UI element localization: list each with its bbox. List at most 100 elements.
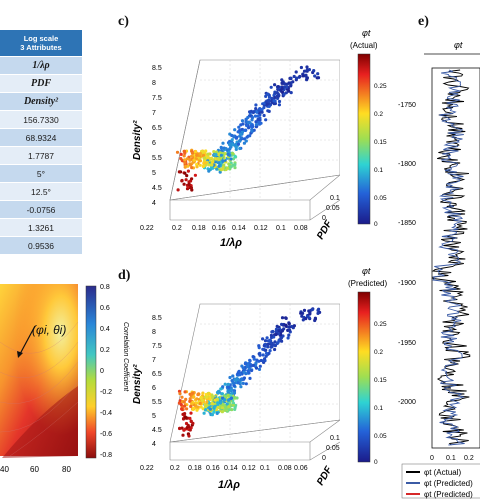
z-tick: 8 [152,80,156,87]
colorbar-tick: -0.4 [100,410,112,417]
scatter-point [229,157,233,161]
scatter-point [221,385,225,389]
scatter-point [269,341,273,345]
scatter-point [181,433,185,437]
x-tick: 0.1 [260,465,270,472]
scatter-point [264,351,269,355]
scatter-point [206,152,210,156]
scatter-point [265,336,269,340]
colorbar-actual: φt (Actual) 0.25 0.2 0.15 0.1 0.05 0 [350,28,387,228]
z-tick: 6.5 [152,125,162,132]
y-tick: 0 [322,215,326,222]
scatter-point [258,122,262,126]
scatter-point [205,400,209,404]
scatter-point [189,419,193,423]
z-tick: 5.5 [152,399,162,406]
colorbar-tick: 0.1 [374,405,383,412]
scatter-point [294,70,298,74]
scatter-point [268,349,272,353]
scatter-point [280,316,285,320]
scatter-point [194,401,198,405]
scatter-point [185,174,189,178]
scatter-point [188,428,192,432]
scatter-point [245,135,249,139]
scatter-point [185,407,189,411]
scatter-point [216,157,220,161]
scatter-point [189,411,193,415]
depth-tick: -1950 [398,340,416,347]
scatter-point [254,123,258,127]
scatter-point [226,382,230,386]
scatter-point [227,408,231,412]
scatter-point [201,150,205,154]
colorbar-subtitle: (Predicted) [348,279,387,288]
scatter-point [228,165,232,169]
scatter-point [316,311,320,315]
scatter-point [230,133,234,138]
scatter-point [250,116,255,120]
log-x-tick: 0.1 [446,455,456,462]
scatter-point [190,166,194,170]
scatter-point [204,392,208,397]
z-tick: 4 [152,441,156,448]
scatter-point [188,399,192,403]
scatter-point [239,132,243,136]
scatter-point [257,344,261,348]
scatter-point [216,401,220,405]
z-tick: 8.5 [152,315,162,322]
scatter-point [178,426,182,430]
scatter-point [202,411,206,415]
scatter-point [180,395,184,399]
scatter-point [254,362,258,366]
scatter-point [267,104,271,108]
scatter-point [191,391,195,395]
scatter-point [220,410,224,414]
scatter-point [299,311,303,315]
scatter-point [289,91,293,95]
scatter-point [182,182,186,186]
scatter-point [210,401,214,406]
depth-tick: -1850 [398,220,416,227]
scatter-point [180,407,184,411]
legend-item: φt (Actual) [424,468,462,477]
scatter-point [210,163,214,167]
scatter-point [230,388,234,392]
colorbar-tick: 0 [100,368,104,375]
scatter-point [232,391,237,395]
panel-label-d: d) [118,268,131,283]
scatter-point [195,408,199,412]
scatter-point [276,94,280,98]
heatmap-x-tick: 80 [62,465,71,474]
scatter-point [230,151,235,155]
scatter-point [180,178,184,183]
y-axis-label: PDF [315,218,335,242]
scatter-point [232,381,236,385]
scatter-point [274,332,278,337]
scatter-point [273,340,277,344]
heatmap-annotation: (φi, θi) [32,323,66,337]
scatter-point [270,99,274,103]
y-tick: 0.05 [326,445,340,452]
log-legend [401,463,480,499]
scatter-point [251,363,255,367]
colorbar-tick: 0.8 [100,284,110,291]
scatter-point [276,87,280,91]
scatter-point [258,353,262,357]
scatter-point [190,402,194,406]
log-title: φt [454,40,463,50]
scatter-point [183,171,187,175]
scatter-point [207,163,211,167]
colorbar-tick: -0.2 [100,389,112,396]
scatter-point [226,152,230,156]
scatter-point [224,407,228,411]
scatter-point [280,339,284,343]
scatter-point [242,141,246,145]
legend-item: φt (Predicted) [424,490,473,499]
scatter-point [207,392,212,396]
depth-tick: -1800 [398,161,416,168]
scatter-point [267,99,271,103]
scatter-point [284,323,288,327]
z-tick: 8 [152,329,156,336]
scatter-point [195,165,199,169]
scatter-point [272,335,276,339]
